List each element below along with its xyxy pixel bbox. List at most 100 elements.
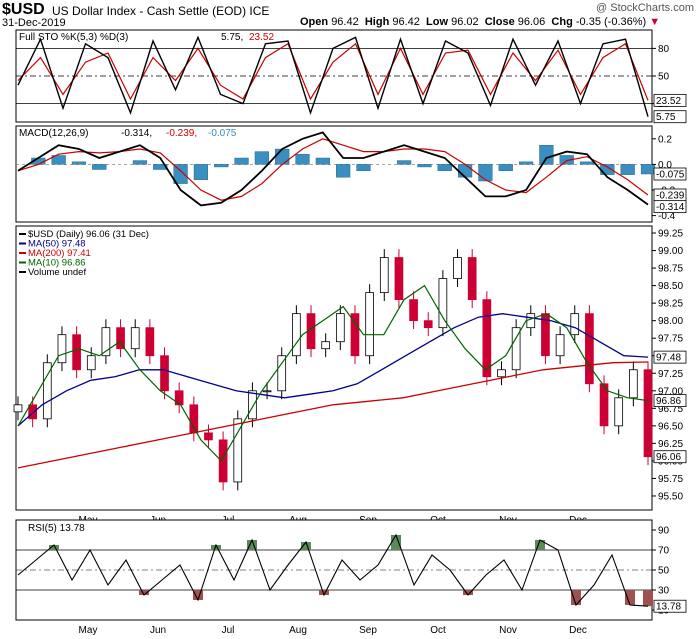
rsi-last-value: 13.78 xyxy=(656,602,681,613)
price-candle xyxy=(365,292,374,357)
price-panel xyxy=(15,225,653,511)
macd-last-hist-box xyxy=(653,167,687,181)
close-label: Close xyxy=(484,16,515,28)
macd-hist-bar xyxy=(234,157,249,165)
price-candle xyxy=(599,383,609,427)
price-candle xyxy=(130,327,140,350)
rsi-x-label: Nov xyxy=(499,625,517,636)
price-candle xyxy=(248,390,257,420)
open-label: Open xyxy=(300,16,329,28)
macd-hist-bar xyxy=(559,155,574,165)
price-tick-label: 98.75 xyxy=(658,264,683,275)
price-candle xyxy=(218,439,228,483)
price-candle xyxy=(614,397,624,427)
price-legend-main: $USD (Daily) 96.06 (31 Dec) xyxy=(28,229,149,240)
price-candle xyxy=(482,299,492,378)
price-candle xyxy=(13,404,23,413)
macd-hist-bar xyxy=(51,155,66,165)
macd-legend-signal: -0.239, xyxy=(166,128,197,139)
macd-hist-bar xyxy=(579,161,595,165)
macd-legend-macd: -0.314, xyxy=(121,128,152,139)
macd-hist-bar xyxy=(193,164,208,180)
macd-line xyxy=(17,131,649,207)
rsi-tick-label: 30 xyxy=(658,586,670,597)
rsi-x-label: Jul xyxy=(222,625,235,636)
macd-hist-bar xyxy=(356,164,371,171)
rsi-oversold-fill xyxy=(571,590,581,605)
sto-k-line xyxy=(17,35,649,117)
price-candle xyxy=(511,327,521,371)
macd-hist-bar xyxy=(417,164,432,168)
price-tick-label: 99.00 xyxy=(658,246,683,257)
high-value: 96.42 xyxy=(392,16,420,28)
low-label: Low xyxy=(426,16,449,28)
macd-tick-label: 0.2 xyxy=(658,134,672,145)
macd-legend-label: MACD(12,26,9) xyxy=(19,128,88,139)
price-candle xyxy=(174,390,184,406)
price-candle xyxy=(72,334,81,371)
down-arrow-icon: ▼ xyxy=(649,16,661,28)
price-candle xyxy=(467,257,477,301)
price-last-ma200-box xyxy=(653,394,687,408)
macd-legend-hist: -0.075 xyxy=(208,128,237,139)
price-candle xyxy=(379,257,389,294)
price-tick-label: 98.50 xyxy=(658,281,683,292)
price-last-close-box xyxy=(653,450,687,464)
rsi-overbought-fill xyxy=(535,540,545,550)
macd-last-macd: -0.314 xyxy=(656,202,685,213)
price-tick-label: 97.75 xyxy=(658,334,683,345)
price-tick-label: 96.50 xyxy=(658,421,683,432)
price-last-ma200: 96.86 xyxy=(656,396,681,407)
sto-legend-k: 5.75, xyxy=(221,32,243,43)
chg-value: -0.35 (-0.36%) xyxy=(575,16,647,28)
price-candle xyxy=(629,369,638,399)
price-tick-label: 95.50 xyxy=(658,491,683,502)
sto-last-k-box xyxy=(653,110,687,124)
price-tick-label: 98.00 xyxy=(658,316,683,327)
price-tick-label: 97.00 xyxy=(658,386,683,397)
sto-last-d-box xyxy=(653,93,687,107)
chart-header: $USD US Dollar Index - Cash Settle (EOD)… xyxy=(0,0,700,29)
sto-last-d: 23.52 xyxy=(656,96,681,107)
price-last-close: 96.06 xyxy=(656,452,681,463)
macd-hist-bar xyxy=(437,164,452,171)
macd-hist-bar xyxy=(518,161,534,165)
rsi-tick-label: 70 xyxy=(658,546,670,557)
rsi-tick-label: 90 xyxy=(658,526,670,537)
price-candle xyxy=(28,404,37,420)
macd-hist-bar xyxy=(132,160,148,165)
watermark[interactable]: @ StockCharts.com xyxy=(596,2,694,14)
ma200-line xyxy=(17,361,649,469)
macd-hist-bar xyxy=(458,164,473,178)
price-candle xyxy=(262,390,272,393)
macd-hist-bar xyxy=(275,148,290,165)
rsi-overbought-fill xyxy=(301,542,311,550)
ma10-line xyxy=(17,284,649,462)
macd-panel xyxy=(15,125,653,223)
sto-tick-label: 50 xyxy=(658,72,670,83)
price-candle xyxy=(145,327,155,357)
price-candle xyxy=(570,313,580,336)
price-tick-label: 99.25 xyxy=(658,229,683,240)
price-candle xyxy=(555,334,565,357)
macd-hist-bar xyxy=(498,164,513,171)
price-tick-label: 98.25 xyxy=(658,299,683,310)
chg-label: Chg xyxy=(551,16,573,28)
price-candle xyxy=(204,432,213,441)
price-candle xyxy=(321,341,331,350)
sto-tick-label: 80 xyxy=(658,44,670,55)
macd-hist-bar xyxy=(336,164,351,178)
price-candle xyxy=(423,320,433,329)
macd-tick-label: -0.4 xyxy=(658,211,676,222)
price-candle xyxy=(497,369,506,378)
macd-hist-bar xyxy=(71,161,87,165)
price-candle xyxy=(116,327,125,350)
rsi-tick-label: 50 xyxy=(658,566,670,577)
price-candle xyxy=(335,313,345,343)
price-candle xyxy=(86,355,96,371)
macd-hist-bar xyxy=(254,151,269,165)
low-value: 96.02 xyxy=(451,16,479,28)
rsi-x-label: Oct xyxy=(430,625,446,636)
macd-hist-bar xyxy=(92,164,107,170)
